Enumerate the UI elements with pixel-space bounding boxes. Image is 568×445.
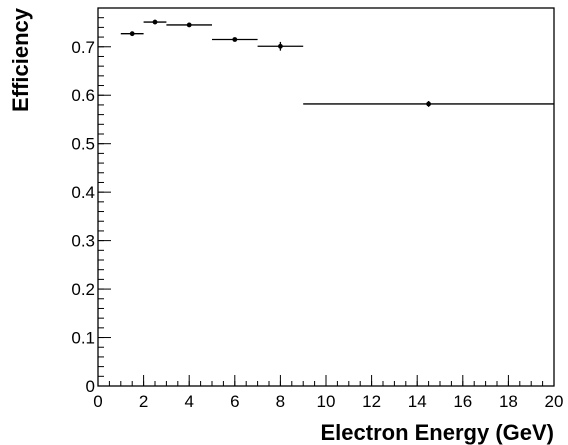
point-marker: [129, 31, 135, 37]
y-tick-label: 0.1: [71, 329, 95, 348]
point-marker: [186, 22, 192, 28]
point-marker: [278, 43, 283, 49]
y-tick-label: 0.2: [71, 280, 95, 299]
point-marker: [152, 19, 158, 25]
x-tick-label: 16: [453, 392, 472, 411]
x-tick-label: 12: [362, 392, 381, 411]
x-tick-label: 6: [230, 392, 239, 411]
x-tick-label: 20: [545, 392, 564, 411]
x-tick-label: 10: [317, 392, 336, 411]
x-axis-title: Electron Energy (GeV): [320, 420, 554, 445]
x-tick-label: 0: [93, 392, 102, 411]
x-tick-label: 8: [276, 392, 285, 411]
data-point: [212, 37, 258, 42]
point-marker: [426, 101, 431, 107]
x-tick-label: 18: [499, 392, 518, 411]
x-tick-label: 14: [408, 392, 427, 411]
y-tick-label: 0.6: [71, 86, 95, 105]
tick-labels: 0 2 4 6 8 10 12 14 16 18 20 0 0.1 0.2 0.3 0.4 0.5 0.6 0.7: [71, 38, 563, 411]
data-point: [166, 22, 212, 28]
data-points: [120, 19, 554, 107]
y-tick-label: 0.4: [71, 183, 95, 202]
data-point: [303, 101, 554, 107]
point-marker: [232, 37, 238, 42]
axis-ticks: [97, 7, 555, 387]
y-tick-label: 0.5: [71, 135, 95, 154]
y-tick-label: 0: [86, 377, 95, 396]
data-point: [143, 19, 167, 25]
y-tick-label: 0.3: [71, 232, 95, 251]
plot-frame: [97, 7, 555, 387]
y-tick-label: 0.7: [71, 38, 95, 57]
data-point: [120, 31, 144, 37]
data-point: [257, 41, 304, 51]
x-tick-label: 4: [184, 392, 193, 411]
y-axis-title: Efficiency: [8, 7, 33, 112]
x-tick-label: 2: [139, 392, 148, 411]
